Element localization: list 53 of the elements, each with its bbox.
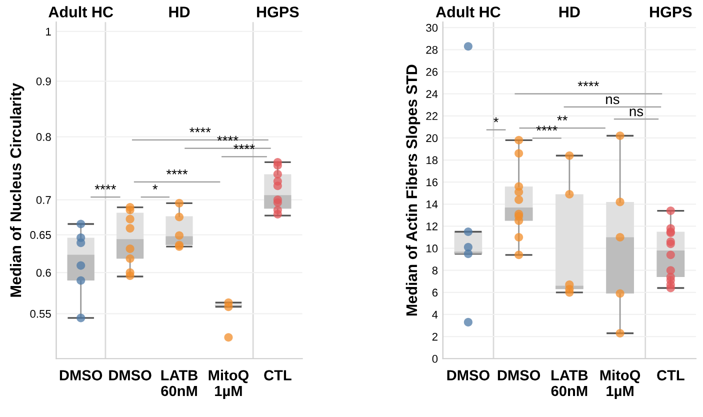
text: HGPS <box>650 6 692 18</box>
y-tick-label: 22 <box>426 112 438 120</box>
y-tick-label: 6 <box>432 288 438 297</box>
annotation: ns <box>630 108 644 116</box>
annotation: * <box>152 184 158 190</box>
x-tick-label: MitoQ 1µM <box>208 370 249 400</box>
annotation: ** <box>557 116 568 121</box>
y-tick-label: 14 <box>426 200 438 208</box>
y-tick-label: 18 <box>426 156 438 164</box>
y-axis-title: Median of Nucleus Circularity <box>10 83 24 297</box>
x-tick-label: DMSO <box>60 370 102 380</box>
annotation: **** <box>578 81 600 86</box>
y-tick-label: 0 <box>432 354 438 363</box>
annotation: **** <box>94 184 116 190</box>
y-tick-label: 2 <box>432 332 438 341</box>
x-tick-label: MitoQ 1µM <box>600 370 640 400</box>
x-tick-label: DMSO <box>109 370 152 380</box>
annotation: **** <box>536 126 558 131</box>
y-tick-label: 4 <box>432 310 438 319</box>
text: HD <box>169 6 190 18</box>
x-tick-label: LATB 60nM <box>161 370 198 396</box>
y-tick-label: 0.55 <box>30 310 51 318</box>
text: Adult HC <box>436 6 500 18</box>
y-tick-label: 0.8 <box>36 133 51 141</box>
y-tick-label: 8 <box>432 266 438 274</box>
y-tick-label: 28 <box>426 46 438 54</box>
y-tick-label: 0.7 <box>36 196 51 204</box>
x-tick-label: LATB 60nM <box>551 370 588 396</box>
y-tick-label: 24 <box>426 90 438 98</box>
x-tick-label: DMSO <box>447 370 490 380</box>
y-tick-label: 0.65 <box>30 231 51 239</box>
annotation: ns <box>606 96 620 104</box>
annotation: **** <box>166 170 188 174</box>
x-tick-label: CTL <box>657 370 684 380</box>
y-tick-label: 0.6 <box>36 268 51 277</box>
y-tick-label: 12 <box>426 222 438 230</box>
y-tick-label: 0.9 <box>36 77 51 86</box>
annotation: **** <box>190 127 211 132</box>
x-tick-label: CTL <box>264 370 292 380</box>
y-tick-label: 20 <box>426 134 438 142</box>
y-tick-label: 10 <box>426 244 438 252</box>
annotation: **** <box>234 144 255 150</box>
y-tick-label: 16 <box>426 178 438 186</box>
text: HD <box>559 6 580 18</box>
y-tick-label: 26 <box>426 68 438 76</box>
y-tick-label: 30 <box>426 24 438 32</box>
text: HGPS <box>257 6 299 18</box>
annotation: **** <box>217 136 238 141</box>
text: Adult HC <box>48 6 114 18</box>
y-axis-title: Median of Actin Fibers Slopes STD <box>406 64 420 316</box>
x-tick-label: DMSO <box>498 370 540 380</box>
y-tick-label: 1 <box>46 28 51 36</box>
annotation: * <box>494 117 499 122</box>
